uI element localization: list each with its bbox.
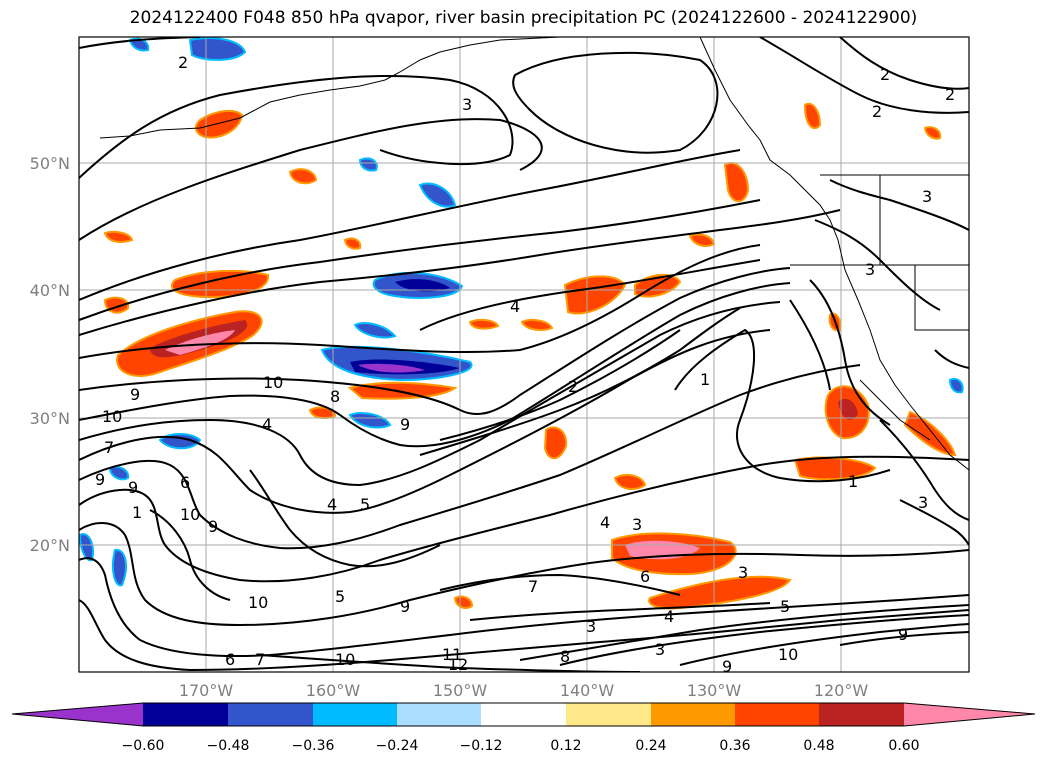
colorbar-segment xyxy=(651,703,735,726)
colorbar-tick: −0.60 xyxy=(122,738,165,754)
contour-label: 12 xyxy=(448,655,468,674)
lon-label: 160°W xyxy=(306,681,361,700)
figure-title: 2024122400 F048 850 hPa qvapor, river ba… xyxy=(129,8,918,28)
map-frame xyxy=(78,36,970,673)
colorbar-segment xyxy=(313,703,397,726)
contour-label: 2 xyxy=(568,377,578,396)
lon-label: 130°W xyxy=(687,681,742,700)
contour-label: 10 xyxy=(778,645,798,664)
colorbar-ticks: −0.60 −0.48 −0.36 −0.24 −0.12 0.12 0.24 … xyxy=(122,738,920,754)
contour-label: 3 xyxy=(655,640,665,659)
colorbar-segment xyxy=(143,703,228,726)
contour-label: 2 xyxy=(178,53,188,72)
contour-label: 5 xyxy=(780,597,790,616)
contour-label: 5 xyxy=(360,495,370,514)
colorbar-tick: −0.12 xyxy=(460,738,503,754)
contour-label: 9 xyxy=(208,517,218,536)
contour-label: 3 xyxy=(922,187,932,206)
contour-label: 2 xyxy=(945,85,955,104)
contour-label: 9 xyxy=(128,478,138,497)
colorbar-tick: 0.36 xyxy=(719,738,750,754)
graticule xyxy=(79,37,969,672)
contour-label: 5 xyxy=(335,587,345,606)
qvapor-contours xyxy=(79,37,969,672)
contour-label: 10 xyxy=(335,650,355,669)
contour-label: 2 xyxy=(872,102,882,121)
contour-label: 3 xyxy=(918,493,928,512)
contour-label: 11 xyxy=(442,645,462,664)
colorbar-segment xyxy=(481,703,566,726)
colorbar-segment xyxy=(566,703,651,726)
lon-label: 170°W xyxy=(179,681,234,700)
colorbar-extend-right xyxy=(904,703,1035,726)
colorbar-segment xyxy=(397,703,481,726)
colorbar-segment xyxy=(819,703,904,726)
contour-label: 6 xyxy=(180,473,190,492)
contour-label: 4 xyxy=(664,607,674,626)
contour-label: 3 xyxy=(738,563,748,582)
lon-label: 150°W xyxy=(433,681,488,700)
colorbar-tick: 0.24 xyxy=(635,738,666,754)
contour-labels: 2 3 2 2 2 4 3 1 2 10 10 9 9 8 7 4 9 9 6 … xyxy=(95,53,955,676)
contour-label: 8 xyxy=(330,387,340,406)
contour-label: 2 xyxy=(880,65,890,84)
contour-label: 3 xyxy=(586,617,596,636)
lat-label: 40°N xyxy=(30,281,70,300)
colorbar-tick: 0.60 xyxy=(888,738,919,754)
contour-label: 10 xyxy=(248,593,268,612)
lat-label: 50°N xyxy=(30,154,70,173)
contour-label: 9 xyxy=(898,625,908,644)
contour-label: 9 xyxy=(400,597,410,616)
negative-anomaly-shading xyxy=(79,37,964,587)
colorbar-segment xyxy=(735,703,819,726)
contour-label: 3 xyxy=(462,95,472,114)
contour-label: 7 xyxy=(255,650,265,669)
lat-label: 30°N xyxy=(30,409,70,428)
coastline xyxy=(99,37,969,471)
colorbar-tick: −0.24 xyxy=(376,738,419,754)
contour-label: 1 xyxy=(848,472,858,491)
contour-label: 1 xyxy=(700,370,710,389)
lat-label: 20°N xyxy=(30,536,70,555)
colorbar-extend-left xyxy=(12,703,143,726)
contour-label: 9 xyxy=(130,385,140,404)
colorbar-tick: 0.48 xyxy=(803,738,834,754)
contour-label: 10 xyxy=(263,373,283,392)
lon-label: 140°W xyxy=(560,681,615,700)
contour-label: 8 xyxy=(560,647,570,666)
colorbar-segment xyxy=(228,703,313,726)
latitude-labels: 50°N 40°N 30°N 20°N xyxy=(30,154,70,555)
colorbar-tick: −0.36 xyxy=(292,738,335,754)
contour-label: 1 xyxy=(132,503,142,522)
colorbar: −0.60 −0.48 −0.36 −0.24 −0.12 0.12 0.24 … xyxy=(11,702,1036,754)
contour-label: 4 xyxy=(262,415,272,434)
contour-label: 10 xyxy=(180,505,200,524)
contour-label: 6 xyxy=(640,567,650,586)
contour-label: 4 xyxy=(510,297,520,316)
contour-label: 6 xyxy=(225,650,235,669)
colorbar-tick: −0.48 xyxy=(207,738,250,754)
contour-label: 9 xyxy=(722,657,732,676)
contour-label: 4 xyxy=(600,513,610,532)
contour-label: 4 xyxy=(327,495,337,514)
contour-label: 3 xyxy=(632,515,642,534)
lon-label: 120°W xyxy=(814,681,869,700)
contour-label: 7 xyxy=(528,577,538,596)
contour-label: 9 xyxy=(400,415,410,434)
longitude-labels: 170°W 160°W 150°W 140°W 130°W 120°W xyxy=(179,681,869,700)
colorbar-tick: 0.12 xyxy=(550,738,581,754)
contour-label: 3 xyxy=(865,260,875,279)
contour-label: 7 xyxy=(104,438,114,457)
contour-label: 9 xyxy=(95,470,105,489)
contour-label: 10 xyxy=(102,407,122,426)
